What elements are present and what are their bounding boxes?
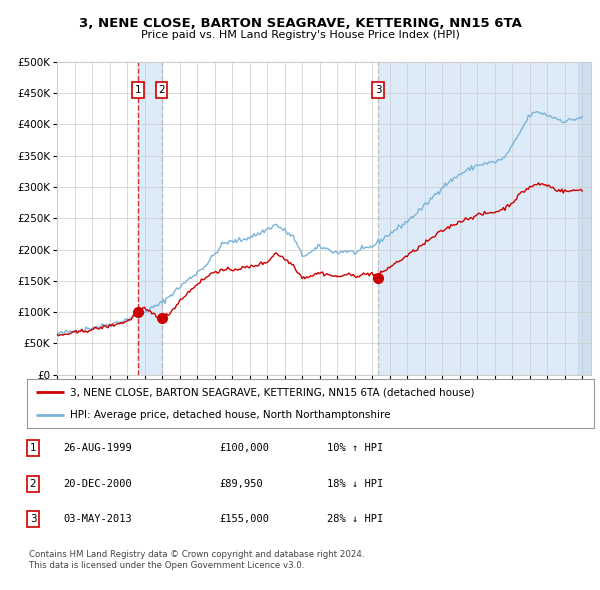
Text: 10% ↑ HPI: 10% ↑ HPI	[327, 444, 383, 453]
Text: 18% ↓ HPI: 18% ↓ HPI	[327, 479, 383, 489]
Bar	[378, 62, 591, 375]
Text: 1: 1	[135, 85, 142, 95]
Bar	[578, 62, 591, 375]
Text: 3: 3	[374, 85, 382, 95]
Text: 3, NENE CLOSE, BARTON SEAGRAVE, KETTERING, NN15 6TA: 3, NENE CLOSE, BARTON SEAGRAVE, KETTERIN…	[79, 17, 521, 30]
Text: 2: 2	[29, 479, 37, 489]
Text: HPI: Average price, detached house, North Northamptonshire: HPI: Average price, detached house, Nort…	[70, 409, 390, 419]
Text: £100,000: £100,000	[219, 444, 269, 453]
Text: 28% ↓ HPI: 28% ↓ HPI	[327, 514, 383, 524]
Text: This data is licensed under the Open Government Licence v3.0.: This data is licensed under the Open Gov…	[29, 560, 304, 570]
Text: 26-AUG-1999: 26-AUG-1999	[63, 444, 132, 453]
Text: 3, NENE CLOSE, BARTON SEAGRAVE, KETTERING, NN15 6TA (detached house): 3, NENE CLOSE, BARTON SEAGRAVE, KETTERIN…	[70, 388, 474, 398]
Text: Contains HM Land Registry data © Crown copyright and database right 2024.: Contains HM Land Registry data © Crown c…	[29, 550, 364, 559]
Text: 03-MAY-2013: 03-MAY-2013	[63, 514, 132, 524]
Text: 1: 1	[29, 444, 37, 453]
Text: 2: 2	[158, 85, 165, 95]
Text: 3: 3	[29, 514, 37, 524]
Text: Price paid vs. HM Land Registry's House Price Index (HPI): Price paid vs. HM Land Registry's House …	[140, 31, 460, 40]
Text: 20-DEC-2000: 20-DEC-2000	[63, 479, 132, 489]
Text: £89,950: £89,950	[219, 479, 263, 489]
Text: £155,000: £155,000	[219, 514, 269, 524]
Bar	[139, 62, 161, 375]
